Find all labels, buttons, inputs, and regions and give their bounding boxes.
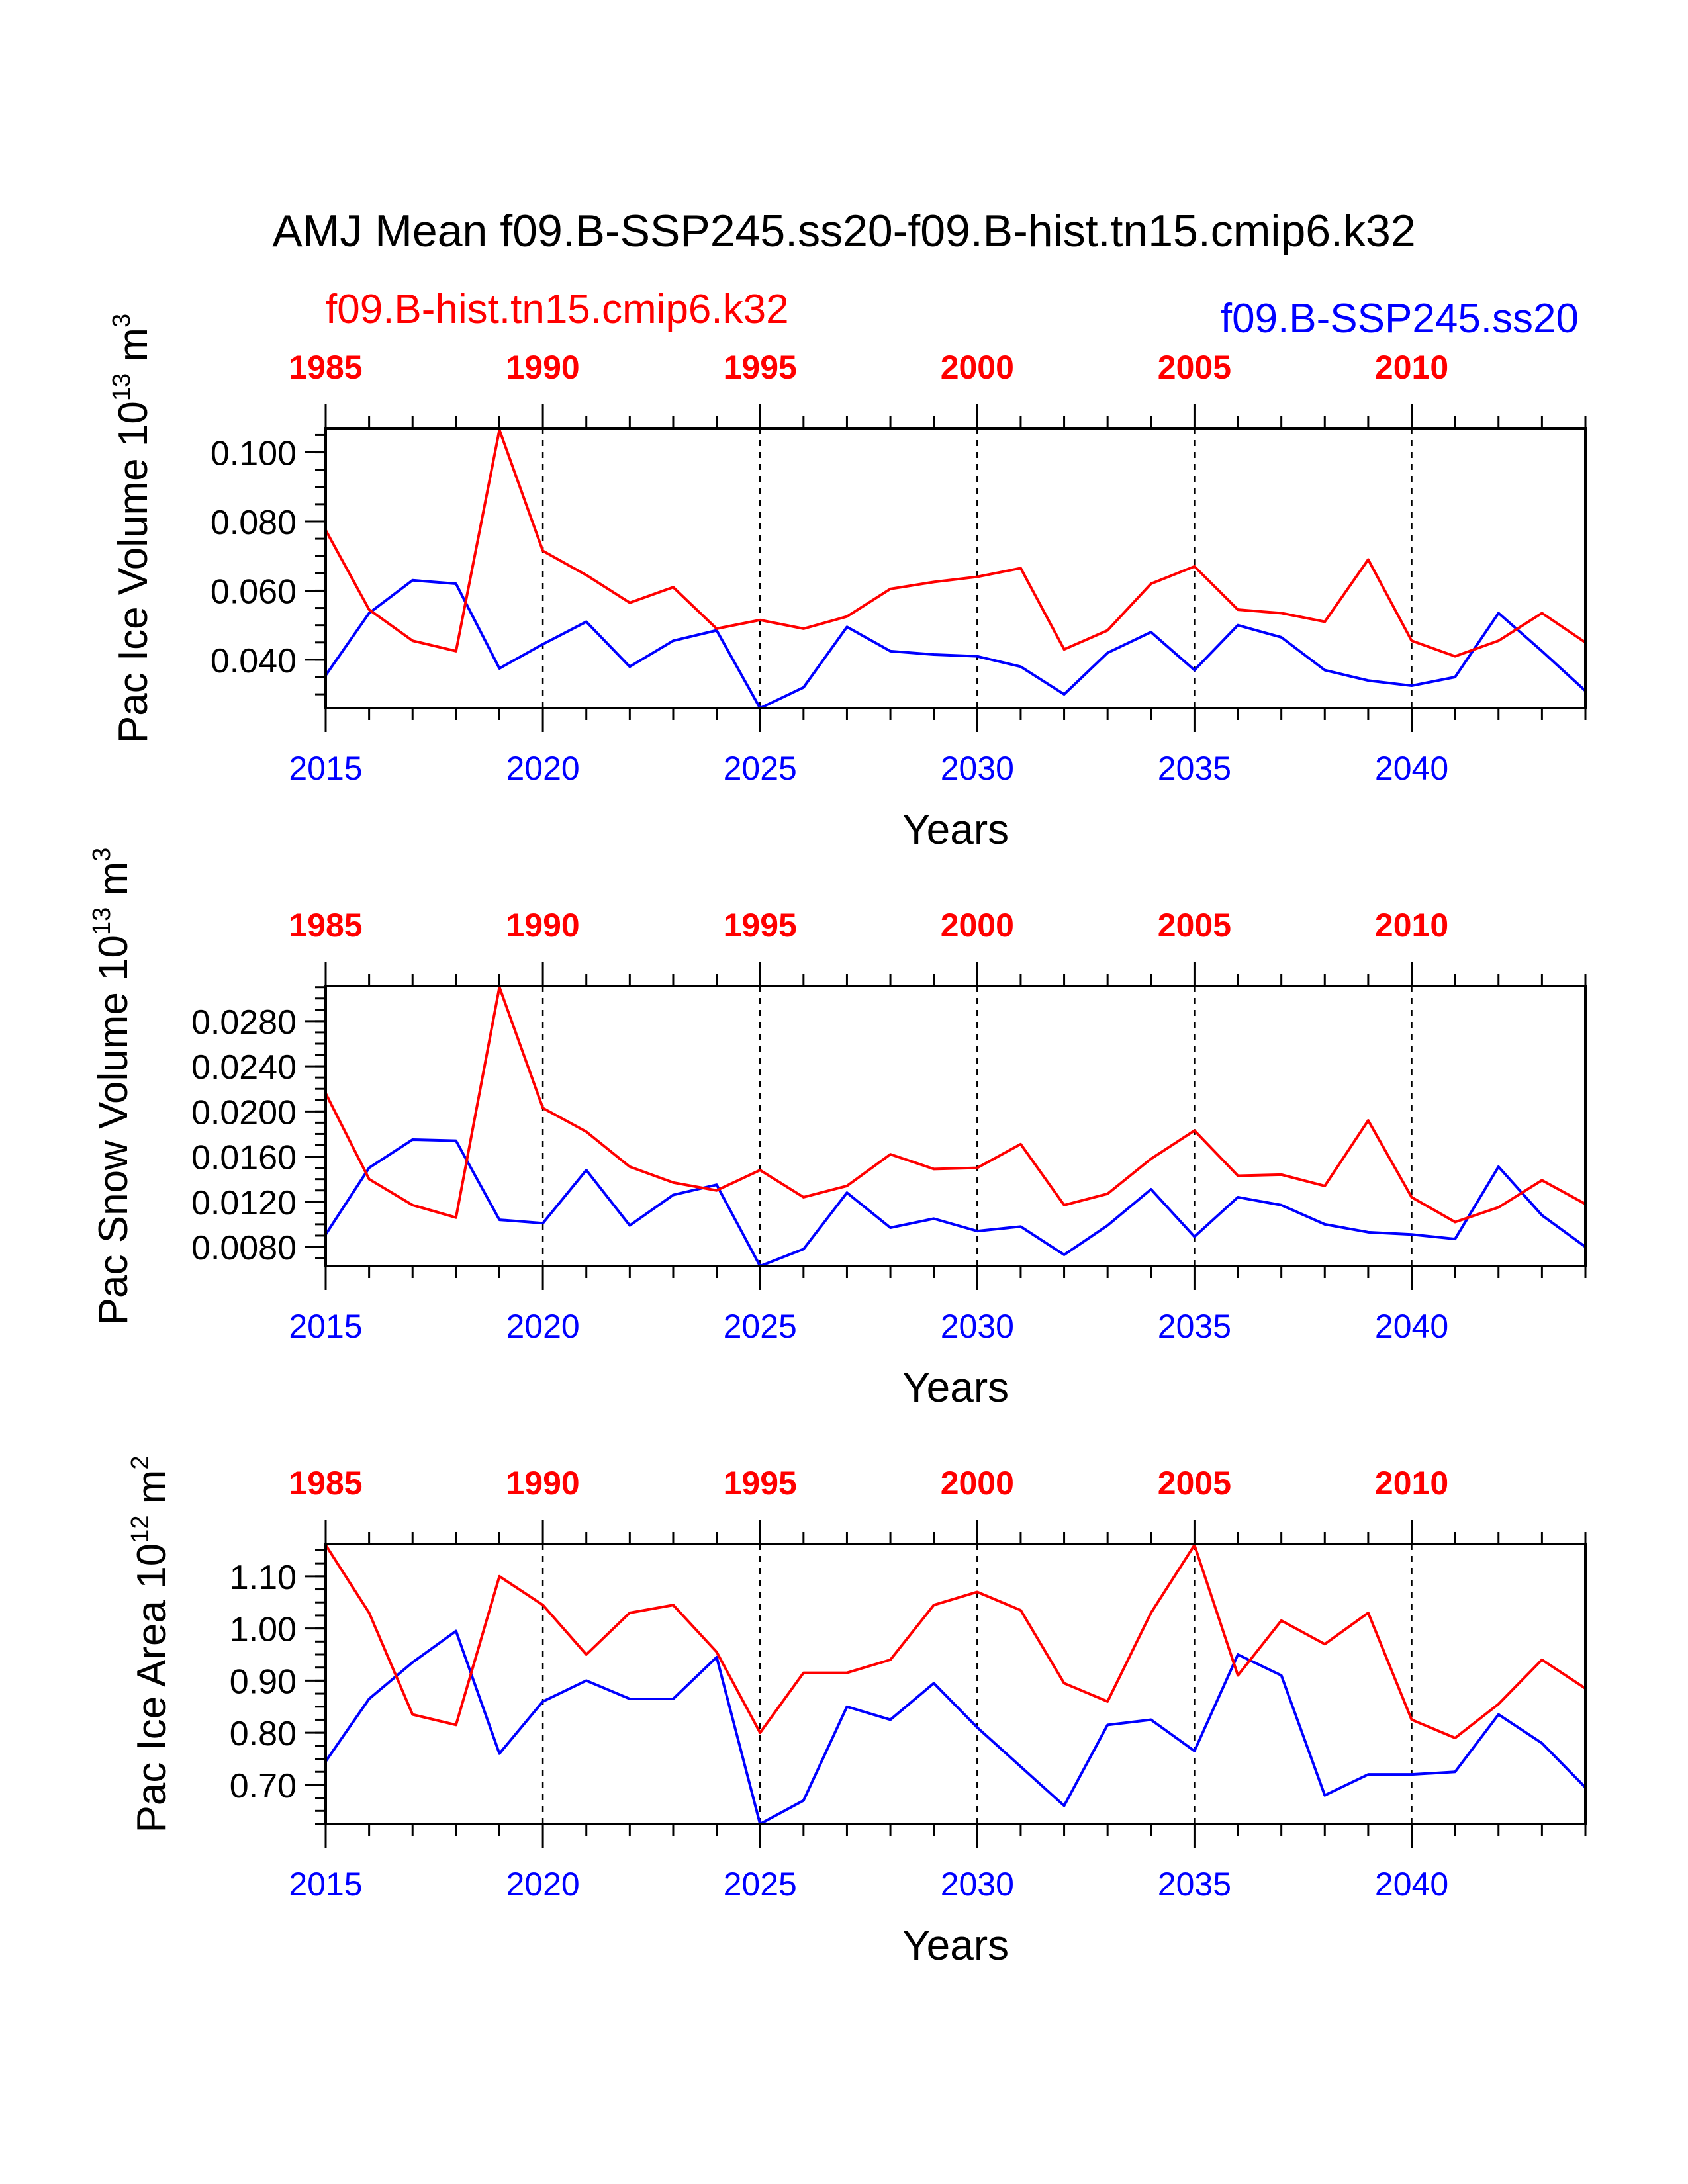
series-line-ssp	[324, 578, 1587, 709]
series-line-hist	[324, 985, 1586, 1224]
x-top-tick-label: 1995	[724, 907, 797, 944]
series-line-ssp	[324, 1138, 1587, 1267]
y-tick-label: 1.00	[230, 1611, 297, 1649]
x-tick-label: 2040	[1375, 750, 1448, 787]
y-tick-label: 0.080	[211, 504, 297, 542]
x-tick-label: 2040	[1375, 1866, 1448, 1903]
plot-frame	[324, 427, 1587, 709]
x-axis-title: Years	[902, 1921, 1009, 1969]
x-tick-label: 2015	[289, 750, 362, 787]
x-tick-label: 2040	[1375, 1308, 1448, 1345]
panel-ice-volume: 0.040 0.060 0.080 0.100 2015 1985 2020 1990 2025…	[108, 314, 1587, 853]
plot-frame	[324, 1543, 1587, 1825]
panel-ice-area: 0.70 0.80 0.90 1.00 1.10 2015 1985 2020 1990 2025…	[126, 1455, 1587, 1969]
x-tick-label: 2020	[506, 750, 579, 787]
x-tick-label: 2030	[941, 750, 1014, 787]
x-axis-title: Years	[902, 805, 1009, 853]
y-axis-title: Pac Snow Volume 1013 m3	[88, 848, 136, 1326]
plot-frame	[324, 985, 1587, 1267]
panel-snow-volume: 0.0080 0.0120 0.0160 0.0200 0.0240 0.0280 2015…	[88, 848, 1587, 1411]
x-tick-label: 2015	[289, 1308, 362, 1345]
x-tick-label: 2035	[1158, 1308, 1231, 1345]
series-line-hist	[324, 1543, 1587, 1740]
series-line-ssp	[324, 1629, 1587, 1825]
x-top-tick-label: 1985	[289, 907, 362, 944]
figure-title: AMJ Mean f09.B-SSP245.ss20-f09.B-hist.tn…	[272, 206, 1415, 256]
y-tick-label: 0.70	[230, 1767, 297, 1805]
y-tick-label: 0.0240	[191, 1048, 297, 1087]
y-axis-title: Pac Ice Volume 1013 m3	[108, 314, 156, 743]
y-tick-label: 0.0120	[191, 1184, 297, 1222]
x-tick-label: 2025	[724, 750, 797, 787]
series-line-hist	[324, 428, 1587, 658]
x-tick-label: 2020	[506, 1308, 579, 1345]
y-tick-label: 0.100	[211, 435, 297, 473]
x-top-tick-label: 2010	[1375, 907, 1448, 944]
x-tick-label: 2035	[1158, 750, 1231, 787]
y-axis-title: Pac Ice Area 1012 m2	[126, 1455, 175, 1833]
x-top-tick-label: 2010	[1375, 349, 1448, 386]
x-top-tick-label: 2000	[941, 1465, 1014, 1502]
x-top-tick-label: 1985	[289, 349, 362, 386]
x-top-tick-label: 2005	[1158, 1465, 1231, 1502]
y-tick-label: 0.0160	[191, 1139, 297, 1177]
y-tick-label: 0.80	[230, 1715, 297, 1753]
y-tick-label: 0.060	[211, 572, 297, 611]
x-tick-label: 2035	[1158, 1866, 1231, 1903]
x-tick-label: 2025	[724, 1308, 797, 1345]
x-tick-label: 2020	[506, 1866, 579, 1903]
x-top-tick-label: 2000	[941, 349, 1014, 386]
x-top-tick-label: 1990	[506, 907, 579, 944]
legend-hist-label: f09.B-hist.tn15.cmip6.k32	[326, 287, 789, 332]
y-tick-label: 0.0200	[191, 1093, 297, 1132]
x-tick-label: 2030	[941, 1308, 1014, 1345]
x-tick-label: 2015	[289, 1866, 362, 1903]
x-top-tick-label: 1990	[506, 349, 579, 386]
y-tick-label: 0.040	[211, 642, 297, 680]
x-axis-title: Years	[902, 1363, 1009, 1411]
x-tick-label: 2025	[724, 1866, 797, 1903]
x-top-tick-label: 1985	[289, 1465, 362, 1502]
y-tick-label: 1.10	[230, 1559, 297, 1597]
y-tick-label: 0.0080	[191, 1229, 297, 1267]
x-top-tick-label: 1990	[506, 1465, 579, 1502]
x-top-tick-label: 1995	[724, 1465, 797, 1502]
x-top-tick-label: 2005	[1158, 349, 1231, 386]
x-top-tick-label: 2010	[1375, 1465, 1448, 1502]
x-tick-label: 2030	[941, 1866, 1014, 1903]
y-tick-label: 0.0280	[191, 1003, 297, 1042]
x-top-tick-label: 1995	[724, 349, 797, 386]
x-top-tick-label: 2000	[941, 907, 1014, 944]
y-tick-label: 0.90	[230, 1662, 297, 1701]
x-top-tick-label: 2005	[1158, 907, 1231, 944]
legend-ssp-label: f09.B-SSP245.ss20	[1221, 296, 1579, 341]
